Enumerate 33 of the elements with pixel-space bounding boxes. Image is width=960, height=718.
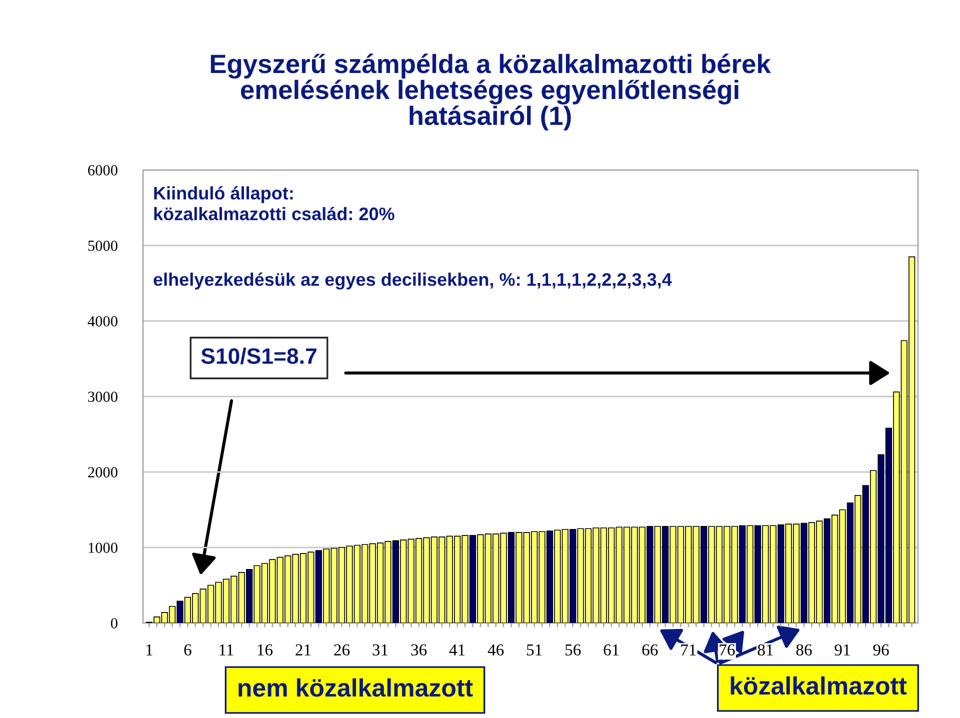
y-tick-label: 4000: [88, 316, 118, 326]
x-tick-label: 71: [681, 644, 696, 656]
x-tick-label: 96: [873, 644, 889, 656]
y-tick-label: 0: [110, 618, 118, 628]
x-tick-label: 46: [488, 644, 504, 656]
x-tick-label: 76: [720, 644, 735, 656]
x-tick-label: 36: [411, 644, 427, 656]
x-tick-label: 66: [642, 644, 658, 656]
chart-title: Egyszerű számpélda a közalkalmazotti bérek emelésének lehetséges egyenlőtlenségi hatásairól (1): [210, 54, 771, 130]
y-tick-label: 1000: [88, 542, 118, 553]
annotation: elhelyezkedésük az egyes decilisekben, %: 1,1,1,1,2,2,2,3,3,4: [154, 272, 672, 290]
y-tick-label: 5000: [88, 240, 118, 251]
x-tick-label: 31: [372, 644, 388, 656]
y-tick-label: 2000: [88, 467, 118, 478]
text: nem közalkalmazott: [238, 678, 473, 697]
x-tick-label: 81: [758, 644, 773, 656]
x-tick-label: 11: [220, 644, 234, 656]
x-tick-label: 86: [796, 644, 812, 656]
x-tick-label: 16: [258, 644, 273, 656]
x-tick-label: 51: [526, 644, 542, 656]
y-tick-label: 3000: [88, 392, 118, 402]
x-tick-label: 1: [146, 644, 152, 656]
annotation: S10/S1=8.7: [201, 348, 316, 364]
x-tick-label: 6: [184, 644, 192, 656]
x-tick-label: 21: [296, 644, 311, 656]
x-tick-label: 26: [334, 644, 350, 656]
text: közalkalmazott: [730, 676, 907, 695]
annotation: Kiinduló állapot: közalkalmazotti család: 20%: [154, 186, 394, 220]
x-tick-label: 56: [566, 644, 581, 656]
x-tick-label: 61: [604, 644, 619, 656]
x-tick-label: 41: [449, 644, 465, 656]
x-tick-label: 91: [834, 644, 850, 656]
y-tick-label: 6000: [88, 165, 118, 176]
